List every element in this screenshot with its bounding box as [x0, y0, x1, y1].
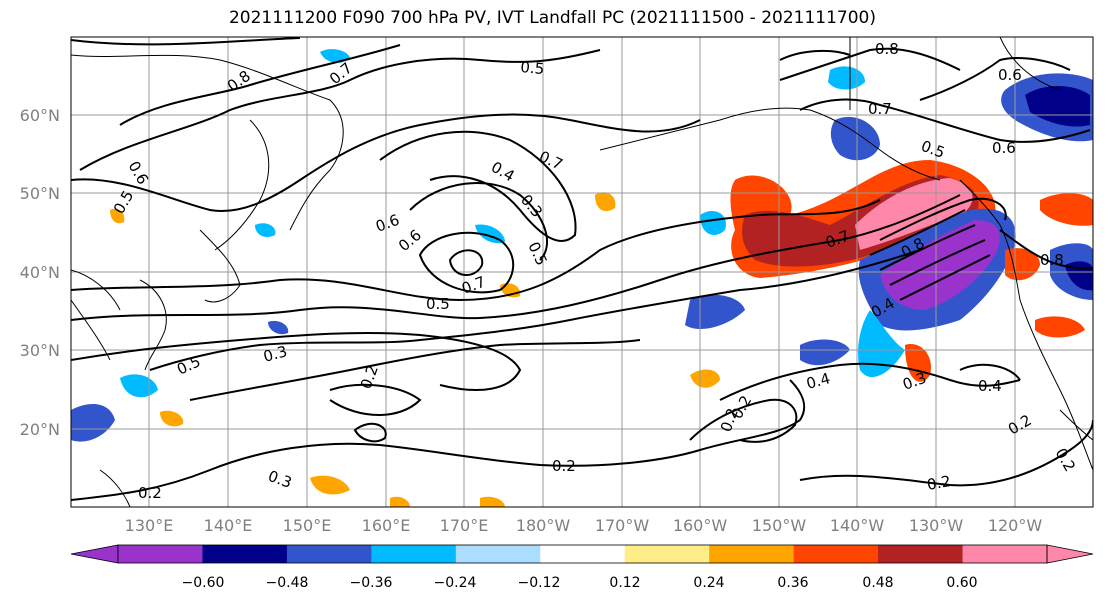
- colorbar-extend-low: [70, 544, 119, 564]
- contour-label: 0.5: [426, 295, 450, 313]
- colorbar-segment: [371, 545, 457, 563]
- colorbar-segment: [878, 545, 964, 563]
- colorbar-segment: [793, 545, 879, 563]
- colorbar-tick-label: 0.36: [777, 575, 808, 591]
- pv-contours: [71, 37, 1093, 501]
- chart-title: 2021111200 F090 700 hPa PV, IVT Landfall…: [228, 8, 876, 28]
- lon-label: 140°E: [204, 516, 253, 535]
- longitude-labels: 130°E 140°E 150°E 160°E 170°E 180°W 170°…: [125, 516, 1043, 535]
- lon-label: 120°W: [988, 516, 1043, 535]
- lat-label: 60°N: [20, 106, 60, 125]
- colorbar-tick-label: 0.12: [609, 575, 640, 591]
- shaded-anomalies: [71, 49, 1093, 507]
- contour-label: 0.8: [875, 40, 899, 58]
- colorbar-extend-high: [1046, 544, 1094, 564]
- lon-label: 170°W: [595, 516, 650, 535]
- lon-label: 150°E: [283, 516, 332, 535]
- lon-label: 160°W: [673, 516, 728, 535]
- latitude-labels: 60°N 50°N 40°N 30°N 20°N: [20, 106, 60, 439]
- lon-label: 130°W: [909, 516, 964, 535]
- colorbar-tick-label: 0.60: [946, 575, 977, 591]
- lat-label: 40°N: [20, 263, 60, 282]
- colorbar-segment: [624, 545, 710, 563]
- lon-label: 180°W: [516, 516, 571, 535]
- colorbar-tick-label: 0.48: [862, 575, 893, 591]
- colorbar-tick-label: −0.24: [434, 575, 477, 591]
- lon-label: 150°W: [752, 516, 807, 535]
- colorbar-tick-label: 0.24: [693, 575, 724, 591]
- contour-label: 0.2: [138, 484, 162, 502]
- contour-label: 0.4: [804, 369, 832, 393]
- contour-label: 0.3: [261, 342, 289, 366]
- colorbar-segment: [118, 545, 203, 563]
- map-border: [70, 36, 1094, 508]
- colorbar-segment: [202, 545, 288, 563]
- colorbar-segment: [540, 545, 626, 563]
- colorbar-segment: [455, 545, 541, 563]
- colorbar-tick-label: −0.12: [518, 575, 561, 591]
- colorbar-tick-label: −0.60: [182, 575, 225, 591]
- contour-label: 0.2: [926, 472, 953, 494]
- colorbar: [70, 544, 1094, 564]
- contour-label: 0.2: [552, 457, 576, 475]
- contour-label: 0.6: [998, 66, 1022, 84]
- contour-label: 0.8: [1040, 251, 1064, 269]
- lon-label: 160°E: [362, 516, 411, 535]
- graticule: [71, 37, 1093, 507]
- colorbar-segment: [286, 545, 372, 563]
- contour-label: 0.7: [868, 100, 892, 118]
- contour-label: 0.6: [992, 139, 1016, 157]
- colorbar-segment: [962, 545, 1048, 563]
- coastlines: [71, 37, 1093, 507]
- contour-label: 0.5: [520, 58, 545, 78]
- colorbar-tick-label: −0.36: [350, 575, 393, 591]
- lat-label: 20°N: [20, 420, 60, 439]
- colorbar-ticks: −0.60 −0.48 −0.36 −0.24 −0.12 0.12 0.24 …: [182, 575, 978, 591]
- lon-label: 140°W: [830, 516, 885, 535]
- lat-label: 30°N: [20, 341, 60, 360]
- colorbar-segment: [709, 545, 795, 563]
- lat-label: 50°N: [20, 184, 60, 203]
- contour-label: 0.4: [978, 377, 1002, 395]
- lon-label: 130°E: [125, 516, 174, 535]
- colorbar-border: [117, 544, 1048, 564]
- lon-label: 170°E: [440, 516, 489, 535]
- colorbar-tick-label: −0.48: [266, 575, 309, 591]
